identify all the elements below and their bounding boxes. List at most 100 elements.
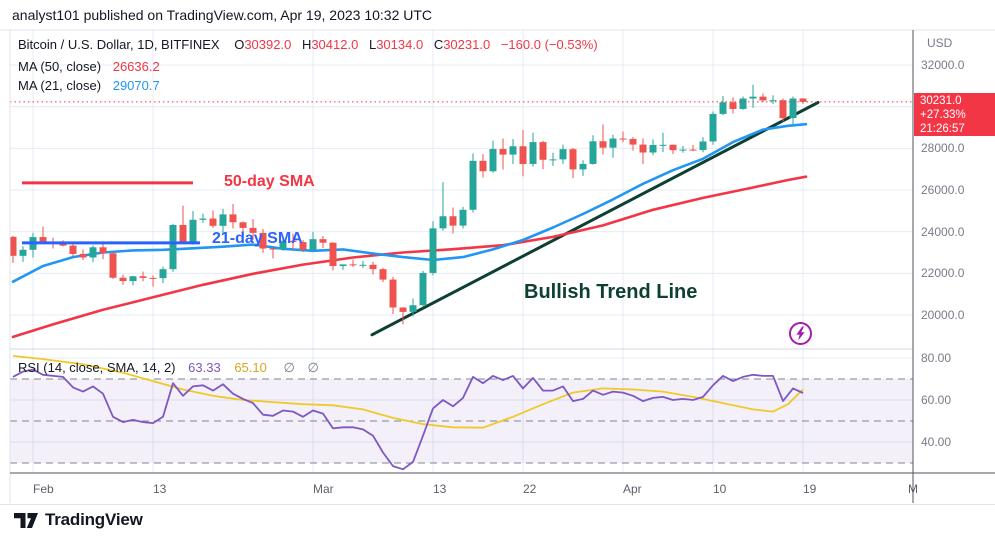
candle xyxy=(279,240,287,250)
low-value: 30134.0 xyxy=(376,37,424,52)
candle xyxy=(589,141,597,164)
candle xyxy=(759,96,767,101)
change-percent: +27.33% xyxy=(920,109,966,122)
candle xyxy=(649,145,657,153)
tradingview-logo-text: TradingView xyxy=(45,510,143,529)
candle xyxy=(729,102,737,109)
ma21-value: 29070.7 xyxy=(112,78,160,93)
candle xyxy=(479,160,487,172)
rsi-sma-value: 65.10 xyxy=(234,360,267,375)
open-label: O xyxy=(234,37,245,52)
ma50-legend[interactable]: MA (50, close) 26636.2 xyxy=(18,59,160,74)
candle xyxy=(519,146,527,164)
candle xyxy=(699,141,707,150)
candle xyxy=(329,242,337,267)
candle xyxy=(89,247,97,258)
candle xyxy=(789,98,797,119)
time-tick-label: M xyxy=(908,482,918,496)
change-value: −160.0 (−0.53%) xyxy=(500,37,598,52)
flash-marker-icon[interactable] xyxy=(787,320,814,347)
current-price: 30231.0 xyxy=(920,95,962,107)
candle xyxy=(339,264,347,267)
close-value: 30231.0 xyxy=(443,37,491,52)
sma21-annotation-label[interactable]: 21-day SMA xyxy=(212,230,303,247)
time-tick-label: 13 xyxy=(153,482,167,496)
candle xyxy=(9,236,17,256)
candle xyxy=(569,149,577,170)
candle xyxy=(389,279,397,308)
time-tick-label: 13 xyxy=(433,482,447,496)
candle xyxy=(349,264,357,266)
candle xyxy=(199,218,207,220)
candle xyxy=(119,277,127,282)
price-tick-label: 28000.0 xyxy=(921,141,965,156)
rsi-legend[interactable]: RSI (14, close, SMA, 14, 2) 63.33 65.10 … xyxy=(18,360,319,376)
rsi-tick-label: 60.00 xyxy=(921,393,952,407)
sma50-annotation-label[interactable]: 50-day SMA xyxy=(224,173,315,190)
candle xyxy=(399,307,407,312)
rsi-sma-line xyxy=(12,355,804,429)
candle xyxy=(529,142,537,164)
candle xyxy=(179,225,187,242)
candle xyxy=(659,144,667,146)
rsi-line xyxy=(12,368,804,471)
candle xyxy=(109,253,117,278)
candle xyxy=(309,239,317,250)
rsi-empty-slot-2: ∅ xyxy=(307,360,319,375)
candle xyxy=(289,240,297,243)
tradingview-logo[interactable]: TradingView xyxy=(14,510,143,530)
candle xyxy=(739,98,747,109)
rsi-label: RSI (14, close, SMA, 14, 2) xyxy=(18,360,176,375)
candle xyxy=(79,253,87,258)
candle xyxy=(579,163,587,170)
candle xyxy=(719,102,727,114)
high-value: 30412.0 xyxy=(311,37,359,52)
price-tick-label: 24000.0 xyxy=(921,224,965,239)
candle xyxy=(469,160,477,210)
candle xyxy=(219,214,227,226)
candle xyxy=(99,247,107,254)
candle xyxy=(689,149,697,151)
candle xyxy=(59,243,67,246)
trendline-annotation-label[interactable]: Bullish Trend Line xyxy=(524,281,698,303)
price-tick-label: 32000.0 xyxy=(921,58,965,72)
candle xyxy=(359,264,367,266)
candle xyxy=(669,144,677,151)
bar-countdown: 21:26:57 xyxy=(920,123,965,136)
published-info: analyst101 published on TradingView.com,… xyxy=(12,7,433,23)
candle xyxy=(749,96,757,99)
candle xyxy=(159,269,167,279)
candle xyxy=(189,219,197,242)
bullish-trend-line xyxy=(370,101,820,337)
ma21-legend[interactable]: MA (21, close) 29070.7 xyxy=(18,78,160,93)
candle xyxy=(769,100,777,102)
candle xyxy=(619,138,627,140)
candle xyxy=(509,146,517,155)
candle xyxy=(549,159,557,161)
candle xyxy=(709,113,717,142)
rsi-tick-label: 80.00 xyxy=(921,351,952,365)
candle xyxy=(69,245,77,254)
price-tick-label: 20000.0 xyxy=(921,308,965,322)
candle xyxy=(539,142,547,160)
price-tick-label: 26000.0 xyxy=(921,183,965,197)
candle xyxy=(779,100,787,119)
ma50-line xyxy=(11,175,808,339)
candle xyxy=(149,277,157,279)
current-price-flag: 30231.0 +27.33% 21:26:57 xyxy=(914,93,995,136)
ma50-value: 26636.2 xyxy=(112,59,160,74)
low-label: L xyxy=(368,37,377,52)
ma21-label: MA (21, close) xyxy=(18,78,102,93)
candle xyxy=(139,276,147,278)
ma50-label: MA (50, close) xyxy=(18,59,102,74)
candle xyxy=(489,148,497,172)
candle xyxy=(169,225,177,270)
candle xyxy=(129,276,137,282)
rsi-value: 63.33 xyxy=(188,360,221,375)
candle xyxy=(679,149,687,151)
candle xyxy=(249,227,257,233)
candle xyxy=(499,148,507,155)
symbol-legend[interactable]: Bitcoin / U.S. Dollar, 1D, BITFINEX O303… xyxy=(18,37,598,52)
